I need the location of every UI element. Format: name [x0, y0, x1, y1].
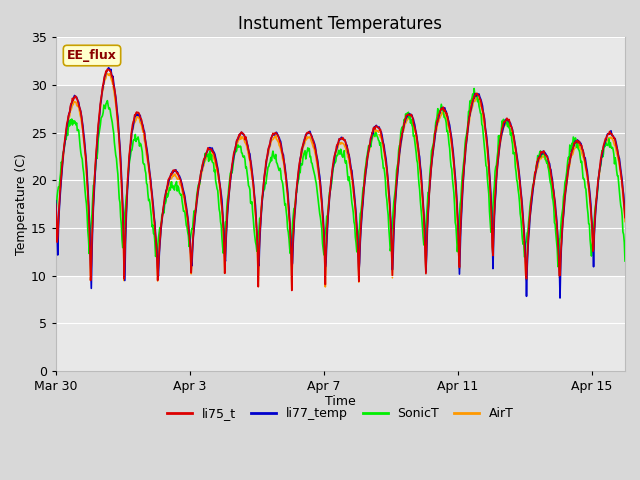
li75_t	[348, 172, 356, 178]
SonicT	[488, 228, 495, 234]
li77_temp	[52, 198, 60, 204]
Line: li77_temp: li77_temp	[56, 68, 625, 298]
li77_temp	[105, 65, 113, 71]
AirT	[129, 126, 137, 132]
li77_temp	[556, 295, 564, 301]
SonicT	[347, 185, 355, 191]
Line: SonicT: SonicT	[56, 88, 625, 267]
AirT	[288, 286, 296, 292]
li75_t	[104, 66, 111, 72]
li77_temp	[488, 208, 495, 214]
li77_temp	[348, 166, 355, 172]
Y-axis label: Temperature (C): Temperature (C)	[15, 153, 28, 255]
SonicT	[621, 258, 629, 264]
li77_temp	[118, 170, 125, 176]
li75_t	[168, 171, 175, 177]
SonicT	[395, 147, 403, 153]
AirT	[168, 175, 175, 181]
SonicT	[470, 85, 478, 91]
li75_t	[621, 215, 629, 220]
li75_t	[488, 244, 496, 250]
AirT	[103, 71, 111, 76]
li75_t	[118, 176, 125, 181]
SonicT	[167, 180, 175, 186]
AirT	[118, 178, 125, 184]
AirT	[52, 204, 60, 210]
li77_temp	[621, 211, 629, 217]
AirT	[348, 177, 356, 183]
li77_temp	[129, 122, 137, 128]
li77_temp	[168, 171, 175, 177]
li75_t	[52, 201, 60, 207]
X-axis label: Time: Time	[325, 395, 356, 408]
SonicT	[52, 215, 60, 220]
Legend: li75_t, li77_temp, SonicT, AirT: li75_t, li77_temp, SonicT, AirT	[161, 402, 519, 425]
AirT	[488, 244, 496, 250]
li75_t	[129, 119, 137, 125]
li75_t	[288, 288, 296, 293]
Bar	[56, 85, 625, 276]
SonicT	[117, 214, 125, 220]
li77_temp	[396, 152, 403, 157]
Line: AirT: AirT	[56, 73, 625, 289]
Title: Instument Temperatures: Instument Temperatures	[238, 15, 442, 33]
SonicT	[129, 144, 136, 149]
li75_t	[396, 143, 404, 148]
Text: EE_flux: EE_flux	[67, 49, 117, 62]
SonicT	[554, 264, 562, 270]
AirT	[621, 218, 629, 224]
Line: li75_t: li75_t	[56, 69, 625, 290]
AirT	[396, 147, 404, 153]
